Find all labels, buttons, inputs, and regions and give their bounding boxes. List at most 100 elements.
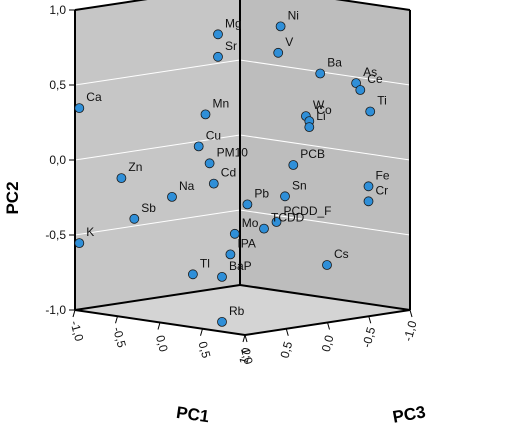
- chart-gridlines: [74, 59, 411, 236]
- data-point-v: [273, 47, 284, 58]
- pc3-tick-label: -0,5: [359, 325, 378, 349]
- data-point-mn: [200, 109, 211, 120]
- pc1-tick-mark: [200, 328, 203, 336]
- pc3-tick-mark: [244, 334, 248, 343]
- data-point-fe: [363, 181, 374, 192]
- axis-ticks: -1,0-0,50,00,51,0-1,0 -0,5 0,0 0,5 1,01,0 0,5…: [45, 3, 419, 366]
- pc1-tick-mark: [242, 334, 246, 343]
- point-label-tl: Tl: [200, 256, 210, 270]
- point-label-ca: Ca: [86, 90, 102, 104]
- data-point-tcdd: [259, 223, 269, 234]
- data-point-cr: [363, 196, 374, 207]
- data-points: Mg Sr Ni V Ca Mn Ba As Cu Zn WCo Ce Li Ti PM10 Na PCB K Sb…: [74, 8, 390, 327]
- pc2-tick-label: 0,5: [49, 78, 66, 92]
- data-point-sr: [213, 51, 223, 62]
- point-label-pm10: PM10: [217, 145, 249, 159]
- data-point-na: [167, 191, 177, 202]
- data-point-ca: [74, 103, 85, 113]
- point-label-sn: Sn: [292, 178, 307, 192]
- pc1-tick-mark: [72, 309, 76, 318]
- point-label-sb: Sb: [141, 201, 156, 215]
- pc3-tick-label: -1,0: [401, 319, 420, 343]
- left-back-wall: [75, 0, 240, 310]
- data-point-zn: [116, 173, 127, 184]
- point-label-rb: Rb: [229, 304, 245, 318]
- point-label-ipa: IPA: [237, 236, 255, 250]
- point-label-pb: Pb: [254, 186, 269, 200]
- left-wall-gridline: [74, 134, 241, 161]
- frame-edge: [335, 0, 411, 11]
- data-point-tl: [187, 269, 198, 280]
- point-label-pcb: PCB: [300, 147, 325, 161]
- pc1-tick-label: 1,0: [238, 346, 256, 366]
- data-point-ni: [275, 21, 286, 32]
- point-label-ti: Ti: [377, 94, 387, 108]
- data-point-cd: [208, 178, 219, 189]
- data-point-ce: [355, 85, 366, 95]
- point-label-mg: Mg: [225, 16, 242, 30]
- data-point-ipa: [225, 249, 236, 260]
- data-point-ti: [365, 106, 376, 117]
- pc1-tick-label: -0,5: [110, 325, 129, 349]
- left-wall-gridline: [74, 59, 241, 86]
- point-label-sr: Sr: [225, 39, 237, 53]
- pc3-tick-mark: [409, 309, 413, 318]
- pc2-axis-title: PC2: [3, 181, 22, 214]
- pc3-tick-mark: [327, 322, 330, 330]
- frame-edge: [74, 0, 148, 11]
- point-label-k: K: [86, 225, 94, 239]
- point-label-ba: Ba: [327, 56, 342, 70]
- frame-edge: [239, 284, 411, 311]
- pc1-axis-title: PC1: [175, 403, 210, 426]
- point-label-as: As: [363, 65, 377, 79]
- point-label-v: V: [285, 35, 293, 49]
- pc3-axis-title: PC3: [391, 402, 427, 426]
- point-label-li: Li: [316, 109, 325, 123]
- pc1-tick-mark: [157, 322, 161, 330]
- point-label-cu: Cu: [206, 128, 221, 142]
- data-point-pm10: [204, 158, 215, 169]
- point-label-pcdd_f: PCDD_F: [284, 204, 332, 218]
- axis-titles: PC2 PC1 PC3: [3, 181, 427, 426]
- pc3-tick-label: 1,0: [236, 346, 254, 366]
- data-point-pcb: [288, 160, 299, 170]
- point-label-fe: Fe: [376, 168, 390, 182]
- point-label-w: W: [313, 98, 325, 112]
- point-label-cs: Cs: [334, 247, 349, 261]
- pc1-tick-label: -1,0: [67, 319, 86, 343]
- right-wall-gridline: [239, 209, 411, 236]
- point-label-cd: Cd: [221, 166, 236, 180]
- right-back-wall: [240, 0, 410, 310]
- data-point-bap: [217, 271, 227, 282]
- pc1-tick-mark: [115, 316, 118, 324]
- pc3-tick-label: 0,0: [319, 333, 337, 353]
- pc2-tick-label: -0,5: [45, 228, 66, 242]
- data-point-sb: [129, 213, 140, 224]
- pc3-tick-mark: [368, 316, 372, 324]
- data-point-sn: [280, 191, 290, 202]
- pc1-tick-label: 0,0: [153, 334, 171, 354]
- point-label-mo: Mo: [242, 216, 259, 230]
- data-point-li: [304, 122, 315, 132]
- pc3-tick-mark: [285, 328, 289, 336]
- point-label-zn: Zn: [128, 160, 142, 174]
- pc2-tick-label: 1,0: [49, 3, 66, 17]
- point-label-na: Na: [179, 179, 195, 193]
- pc3-tick-label: 0,5: [277, 340, 295, 360]
- pc2-tick-label: 0,0: [49, 153, 66, 167]
- point-label-co: Co: [316, 103, 332, 117]
- point-label-tcdd: TCDD: [271, 211, 305, 225]
- point-label-bap: BaP: [229, 259, 252, 273]
- right-wall-gridline: [239, 134, 411, 161]
- point-label-mn: Mn: [213, 96, 230, 110]
- pc1-tick-label: 0,5: [195, 340, 213, 360]
- point-label-cr: Cr: [376, 183, 389, 197]
- data-point-pcdd_f: [271, 217, 282, 227]
- data-point-mo: [229, 228, 240, 239]
- data-point-cs: [322, 260, 332, 270]
- pc2-tick-label: -1,0: [45, 303, 66, 317]
- data-point-k: [74, 238, 85, 249]
- data-point-cu: [193, 141, 204, 152]
- left-wall-gridline: [74, 209, 241, 236]
- frame-edge: [74, 284, 241, 311]
